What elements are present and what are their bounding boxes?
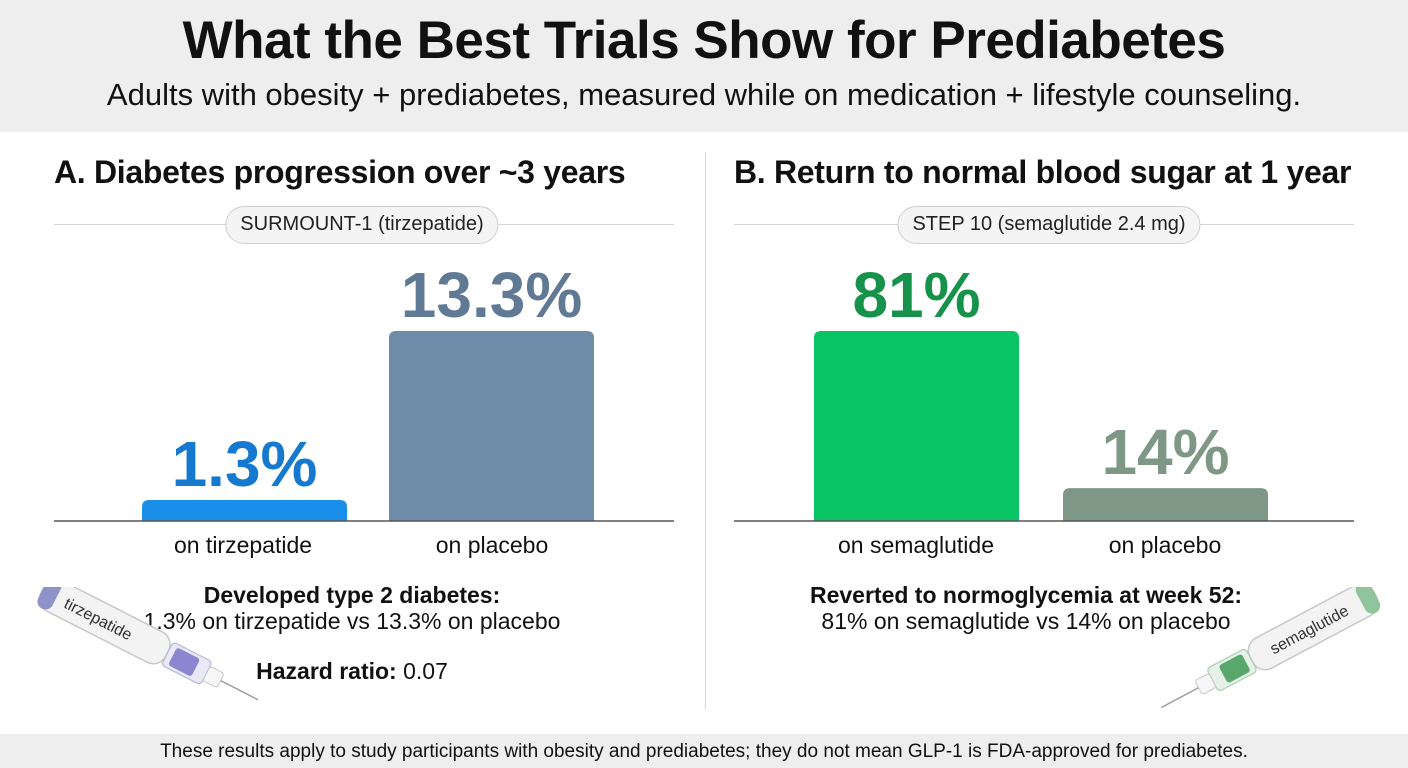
chart-a: 1.3% 13.3% bbox=[54, 259, 674, 522]
bar-on-placebo bbox=[1063, 488, 1268, 521]
summary-heading: Developed type 2 diabetes: bbox=[0, 582, 704, 609]
bar-on-semaglutide bbox=[814, 331, 1019, 521]
hazard-ratio: Hazard ratio: 0.07 bbox=[0, 658, 704, 685]
header: What the Best Trials Show for Prediabete… bbox=[0, 0, 1408, 132]
semaglutide-pen-icon: semaglutide bbox=[1161, 587, 1381, 709]
hazard-ratio-value: 0.07 bbox=[403, 658, 448, 684]
bar-value-label: 81% bbox=[852, 259, 980, 331]
panel-divider bbox=[705, 152, 706, 710]
category-label-tirzepatide: on tirzepatide bbox=[173, 532, 313, 558]
bar-on-tirzepatide bbox=[142, 500, 347, 521]
bar-on-placebo bbox=[389, 331, 594, 521]
category-label-placebo: on placebo bbox=[435, 532, 549, 558]
chart-b: 81% 14% bbox=[734, 259, 1354, 522]
page-subtitle: Adults with obesity + prediabetes, measu… bbox=[106, 77, 1302, 112]
category-label-placebo: on placebo bbox=[1108, 532, 1222, 558]
bar-value-label: 13.3% bbox=[401, 259, 582, 331]
panel-a: A. Diabetes progression over ~3 years SU… bbox=[0, 132, 704, 732]
trial-badge: STEP 10 (semaglutide 2.4 mg) bbox=[897, 206, 1201, 244]
bar-value-label: 1.3% bbox=[172, 428, 318, 500]
panel-b: B. Return to normal blood sugar at 1 yea… bbox=[704, 132, 1408, 732]
trial-badge: SURMOUNT-1 (tirzepatide) bbox=[225, 206, 499, 244]
page-title: What the Best Trials Show for Prediabete… bbox=[182, 11, 1226, 70]
summary-text: 1.3% on tirzepatide vs 13.3% on placebo bbox=[143, 608, 561, 634]
category-label-semaglutide: on semaglutide bbox=[838, 532, 994, 558]
tirzepatide-pen-icon: tirzepatide bbox=[37, 587, 259, 701]
hazard-ratio-label: Hazard ratio: bbox=[256, 658, 397, 684]
footer-disclaimer: These results apply to study participant… bbox=[0, 734, 1408, 768]
summary-heading: Reverted to normoglycemia at week 52: bbox=[674, 582, 1378, 609]
bar-value-label: 14% bbox=[1101, 416, 1229, 488]
summary-text: 81% on semaglutide vs 14% on placebo bbox=[821, 608, 1231, 634]
panel-b-title: B. Return to normal blood sugar at 1 yea… bbox=[734, 154, 1352, 190]
summary-heading-text: Developed type 2 diabetes: bbox=[203, 582, 501, 608]
summary-heading-text: Reverted to normoglycemia at week 52: bbox=[809, 582, 1243, 608]
panel-a-title: A. Diabetes progression over ~3 years bbox=[54, 154, 626, 190]
